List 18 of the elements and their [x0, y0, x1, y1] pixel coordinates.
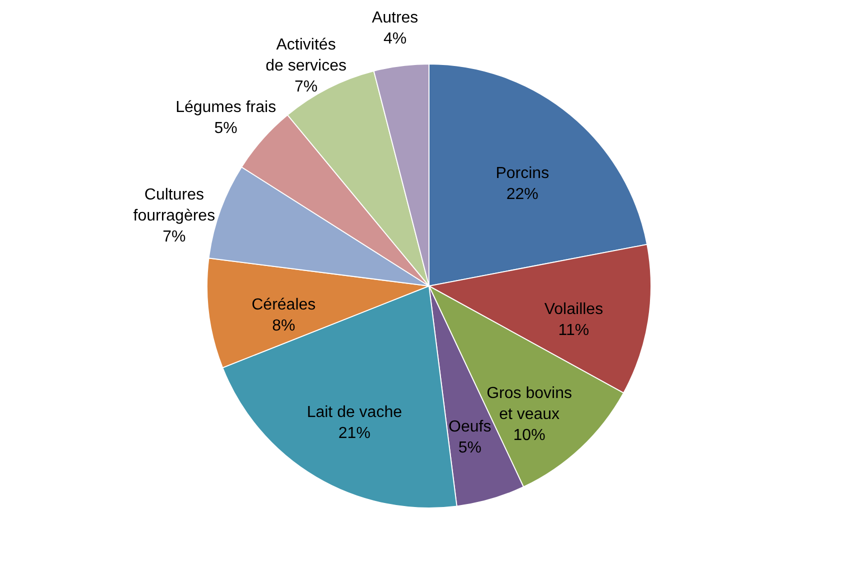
slice-label: Lait de vache: [306, 404, 402, 422]
slice-label: Volailles: [544, 300, 604, 318]
slice-label: Activités de services: [266, 36, 346, 75]
slice-label: Légumes frais: [176, 98, 276, 116]
data-label: 10%: [513, 426, 546, 444]
slice-label: Autres: [372, 9, 418, 26]
data-label: 22%: [506, 186, 538, 204]
data-label: 7%: [294, 78, 318, 96]
data-label: 7%: [162, 228, 186, 246]
slice-label: Porcins: [496, 165, 550, 182]
data-label: 11%: [558, 322, 590, 339]
data-label: 21%: [338, 425, 370, 442]
slice-label: Céréales: [252, 296, 316, 314]
data-label: 4%: [383, 30, 407, 48]
slice-label: Cultures fourragères: [133, 186, 216, 224]
data-label: 8%: [272, 317, 296, 334]
data-label: 5%: [458, 440, 482, 457]
data-label: 5%: [214, 120, 238, 137]
